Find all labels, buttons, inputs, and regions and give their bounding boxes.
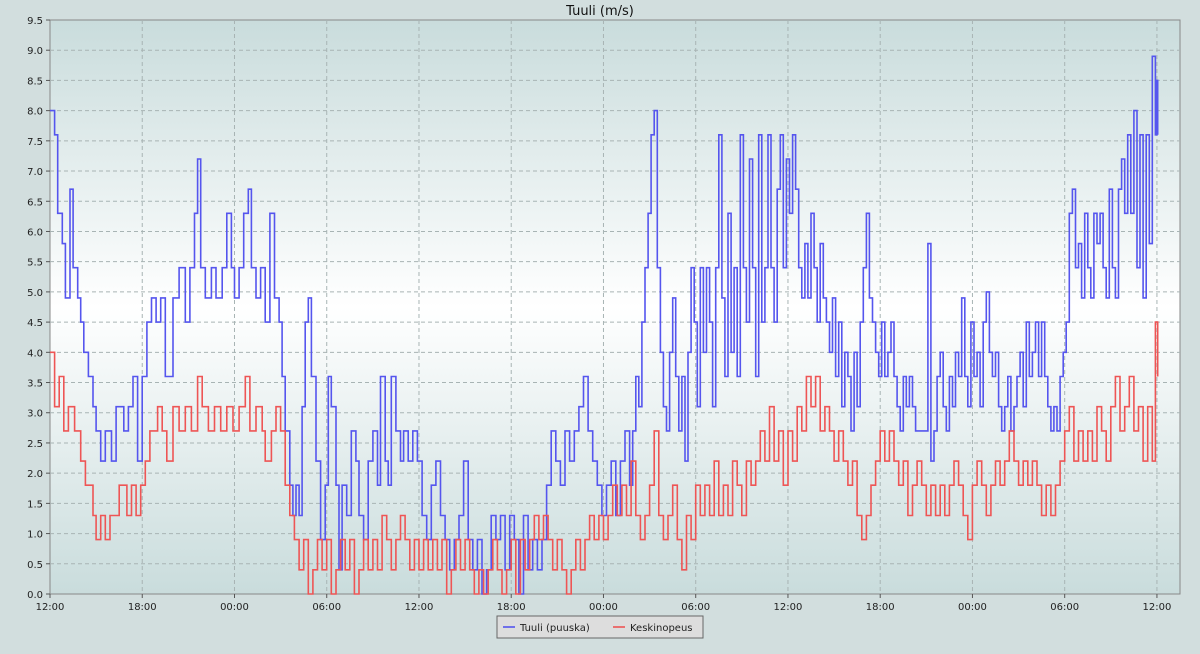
series-line-keskinopeus bbox=[50, 321, 1159, 595]
x-tick-label: 00:00 bbox=[958, 602, 987, 613]
y-axis: 0.0 0.5 1.0 1.5 2.0 2.5 3.0 3.5 4.0 4.5 5.0 5.5 6.0 6… bbox=[27, 16, 50, 601]
series-line-tuuli-puuska bbox=[50, 55, 1159, 595]
x-tick-label: 12:00 bbox=[1143, 602, 1172, 613]
y-tick-label: 1.5 bbox=[27, 499, 43, 510]
x-tick-label: 12:00 bbox=[774, 602, 803, 613]
y-tick-label: 3.5 bbox=[27, 379, 43, 390]
y-tick-label: 4.0 bbox=[27, 348, 43, 359]
y-tick-label: 8.5 bbox=[27, 76, 43, 87]
y-tick-label: 6.0 bbox=[27, 227, 43, 238]
x-tick-label: 00:00 bbox=[220, 602, 249, 613]
legend: Tuuli (puuska) Keskinopeus bbox=[496, 615, 704, 639]
x-tick-label: 18:00 bbox=[497, 602, 526, 613]
y-tick-label: 6.5 bbox=[27, 197, 43, 208]
y-tick-label: 3.0 bbox=[27, 409, 43, 420]
legend-box bbox=[496, 615, 704, 639]
legend-label: Keskinopeus bbox=[630, 623, 693, 634]
chart-title: Tuuli (m/s) bbox=[565, 4, 634, 19]
y-tick-label: 2.0 bbox=[27, 469, 43, 480]
y-tick-label: 9.0 bbox=[27, 46, 43, 57]
x-tick-label: 18:00 bbox=[866, 602, 895, 613]
legend-label: Tuuli (puuska) bbox=[519, 623, 590, 634]
y-tick-label: 5.0 bbox=[27, 288, 43, 299]
y-tick-label: 0.0 bbox=[27, 590, 43, 601]
y-tick-label: 4.5 bbox=[27, 318, 43, 329]
x-tick-label: 06:00 bbox=[681, 602, 710, 613]
x-tick-label: 06:00 bbox=[1050, 602, 1079, 613]
x-tick-label: 06:00 bbox=[312, 602, 341, 613]
y-tick-label: 8.0 bbox=[27, 107, 43, 118]
series-layer bbox=[50, 55, 1159, 595]
x-axis: 12:00 18:00 00:00 06:00 12:00 18:00 00:00 06:00… bbox=[36, 594, 1172, 613]
y-tick-label: 1.0 bbox=[27, 530, 43, 541]
x-tick-label: 18:00 bbox=[128, 602, 157, 613]
x-tick-label: 00:00 bbox=[589, 602, 618, 613]
y-tick-label: 0.5 bbox=[27, 560, 43, 571]
y-tick-label: 2.5 bbox=[27, 439, 43, 450]
y-tick-label: 5.5 bbox=[27, 258, 43, 269]
y-tick-label: 7.0 bbox=[27, 167, 43, 178]
x-tick-label: 12:00 bbox=[36, 602, 65, 613]
y-tick-label: 7.5 bbox=[27, 137, 43, 148]
x-tick-label: 12:00 bbox=[405, 602, 434, 613]
y-tick-label: 9.5 bbox=[27, 16, 43, 27]
